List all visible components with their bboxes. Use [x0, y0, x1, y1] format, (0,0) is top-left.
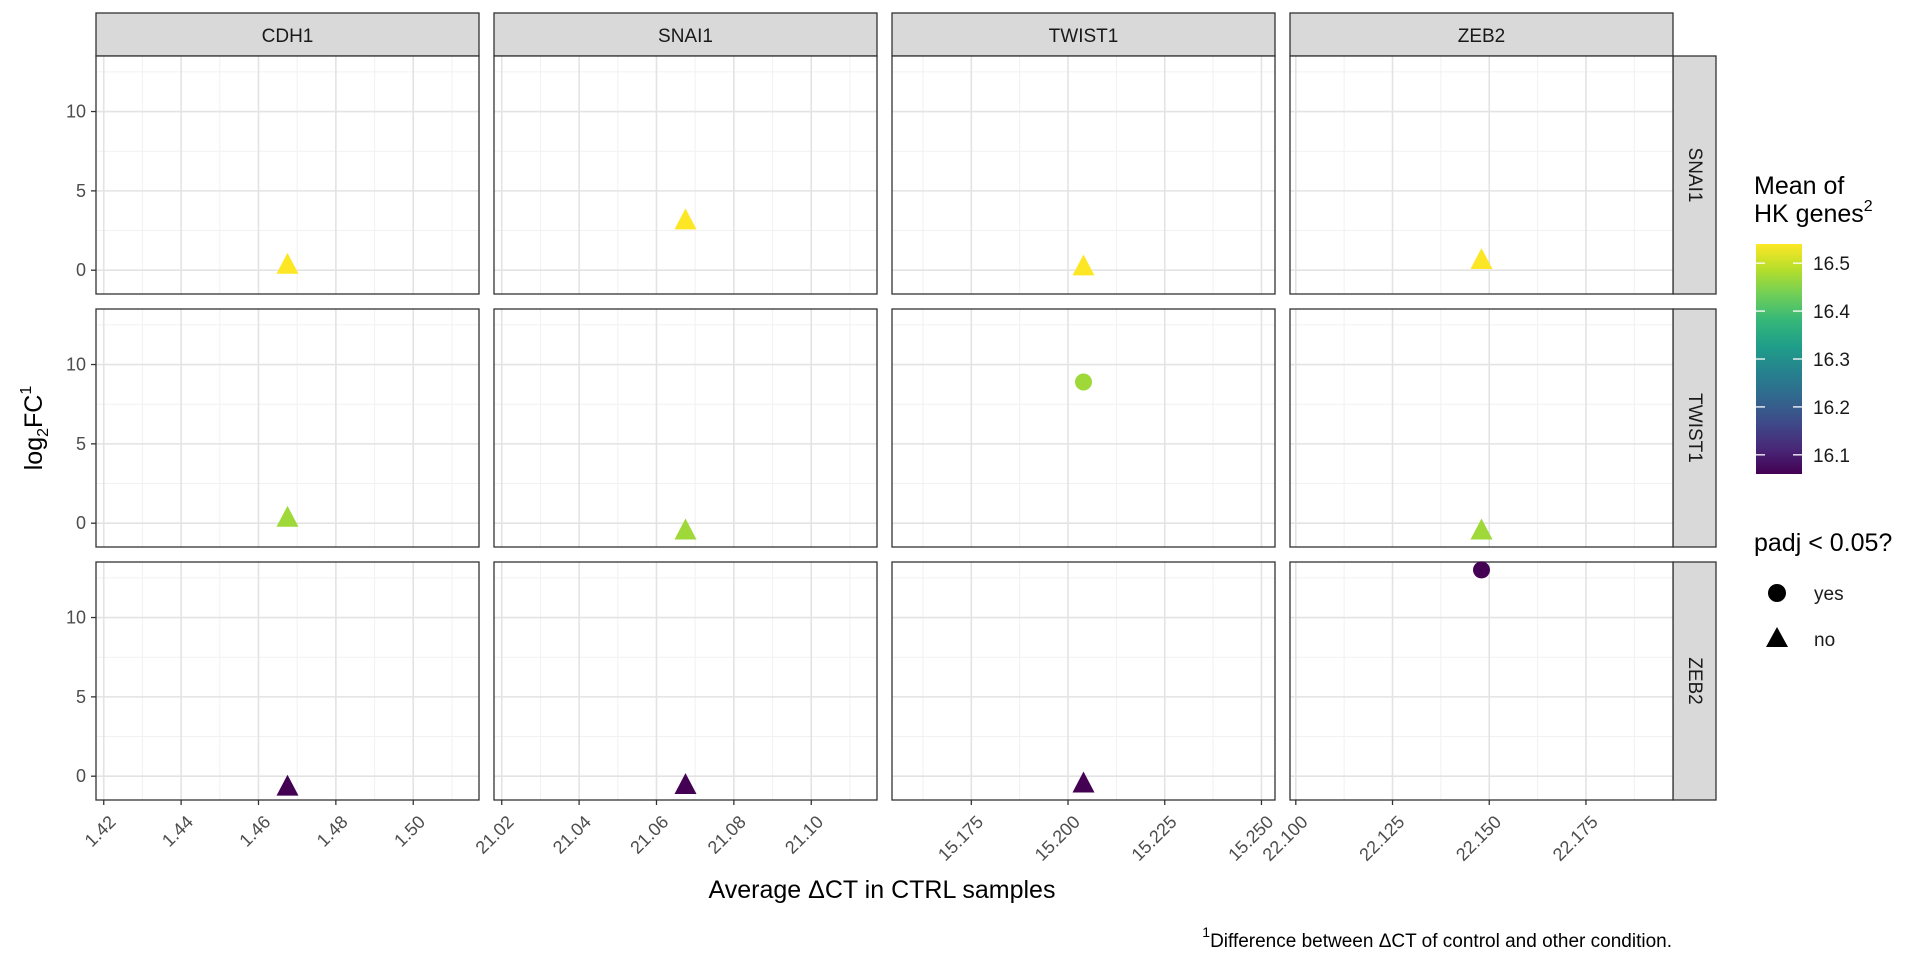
x-tick-label: 1.46 — [235, 812, 274, 851]
color-legend: Mean of HK genes2 16.1 16.2 16.3 16.4 16.5 — [1754, 172, 1873, 474]
panel-border — [493, 55, 878, 295]
y-tick-label: 0 — [76, 260, 86, 280]
x-tick-label: 15.225 — [1128, 812, 1181, 865]
y-tick-label: 10 — [66, 102, 86, 122]
x-tick-label: 22.150 — [1452, 812, 1505, 865]
colorbar-tick-label: 16.5 — [1813, 254, 1850, 275]
column-strip — [95, 12, 480, 57]
y-axis-title-fc: FC — [20, 395, 48, 428]
x-tick-label: 1.50 — [390, 812, 429, 851]
panel-border — [493, 561, 878, 801]
x-tick-label: 15.200 — [1031, 812, 1084, 865]
column-strip — [1289, 12, 1674, 57]
panel-background — [892, 562, 1275, 800]
data-point-triangle — [674, 518, 697, 540]
shape-legend-yes-label: yes — [1814, 584, 1844, 605]
color-legend-ticks: 16.1 16.2 16.3 16.4 16.5 — [1756, 254, 1850, 467]
x-tick-label: 21.06 — [626, 812, 672, 858]
column-strip-label: ZEB2 — [1458, 26, 1506, 47]
row-strip-label: TWIST1 — [1684, 393, 1705, 463]
x-tick-label: 15.175 — [934, 812, 987, 865]
color-legend-title-superscript: 2 — [1864, 198, 1873, 215]
row-strip-label: SNAI1 — [1684, 148, 1705, 203]
column-strip-label: CDH1 — [262, 26, 314, 47]
data-point-triangle — [674, 208, 697, 230]
data-point-triangle — [1072, 771, 1095, 793]
shape-legend: padj < 0.05? yes no — [1754, 529, 1892, 651]
panel-background — [892, 309, 1275, 547]
colorbar-tick-label: 16.2 — [1813, 398, 1850, 419]
colorbar-tick-label: 16.3 — [1813, 350, 1850, 371]
data-point-triangle — [674, 773, 697, 795]
data-point-triangle — [276, 774, 299, 796]
column-strip — [493, 12, 878, 57]
panel-border — [95, 55, 480, 295]
x-tick-label: 22.175 — [1549, 812, 1602, 865]
y-axis-title-subscript: 2 — [35, 428, 52, 437]
panel-border — [95, 308, 480, 548]
colorbar-tick-label: 16.1 — [1813, 446, 1850, 467]
y-tick-label: 5 — [76, 687, 86, 707]
y-tick-label: 0 — [76, 513, 86, 533]
panel-border — [493, 308, 878, 548]
x-axis-title: Average ΔCT in CTRL samples — [709, 876, 1056, 904]
x-tick-label: 21.02 — [472, 812, 518, 858]
panel-border — [891, 308, 1276, 548]
footnote-caption-superscript: 1 — [1202, 924, 1210, 940]
data-point-circle — [1473, 561, 1490, 579]
panel-background — [1290, 309, 1673, 547]
shape-legend-title: padj < 0.05? — [1754, 529, 1892, 557]
panel-border — [95, 561, 480, 801]
y-tick-label: 5 — [76, 434, 86, 454]
row-strip-label: ZEB2 — [1684, 657, 1705, 705]
data-point-triangle — [276, 252, 299, 274]
color-legend-title-text: HK genes — [1754, 200, 1864, 228]
panel-background — [96, 562, 479, 800]
column-strip — [891, 12, 1276, 57]
y-axis-title: log2FC1 — [18, 386, 52, 471]
y-tick-label: 10 — [66, 355, 86, 375]
color-legend-title-line2: HK genes2 — [1754, 198, 1873, 228]
footnote-caption: 1Difference between ΔCT of control and o… — [1202, 924, 1672, 952]
facet-grid: CDH1 SNAI1 TWIST1 ZEB2 SNAI1 TWIST1 ZEB2 0 5 10 0 5… — [66, 12, 1717, 865]
column-strip-label: SNAI1 — [658, 26, 713, 47]
panel-background — [494, 56, 877, 294]
data-point-triangle — [1072, 254, 1095, 276]
panel-background — [494, 562, 877, 800]
x-tick-label: 1.48 — [313, 812, 352, 851]
footnote-caption-text: Difference between ΔCT of control and ot… — [1210, 931, 1672, 952]
y-axis-title-log: log — [20, 437, 48, 470]
row-strip — [1672, 55, 1717, 295]
x-tick-label: 21.10 — [781, 812, 827, 858]
x-tick-label: 22.125 — [1355, 812, 1408, 865]
data-point-triangle — [1470, 518, 1493, 540]
panel-border — [891, 561, 1276, 801]
column-strip-label: TWIST1 — [1049, 26, 1119, 47]
y-tick-label: 10 — [66, 608, 86, 628]
color-legend-title-line1: Mean of — [1754, 172, 1844, 200]
row-strip — [1672, 561, 1717, 801]
panel-border — [1289, 55, 1674, 295]
panel-border — [891, 55, 1276, 295]
data-point-triangle — [276, 505, 299, 527]
x-tick-label: 1.44 — [158, 812, 197, 851]
data-point-circle — [1075, 373, 1092, 391]
x-tick-label: 1.42 — [81, 812, 120, 851]
y-tick-label: 5 — [76, 181, 86, 201]
shape-legend-no-label: no — [1814, 630, 1835, 651]
y-tick-label: 0 — [76, 766, 86, 786]
panel-background — [1290, 562, 1673, 800]
x-tick-label: 21.08 — [704, 812, 750, 858]
shape-legend-triangle-icon — [1766, 627, 1788, 647]
panel-background — [494, 309, 877, 547]
data-point-triangle — [1470, 248, 1493, 269]
panel-background — [892, 56, 1275, 294]
shape-legend-circle-icon — [1768, 584, 1786, 602]
x-tick-label: 21.04 — [549, 812, 595, 858]
panel-border — [1289, 308, 1674, 548]
colorbar-tick-label: 16.4 — [1813, 302, 1850, 323]
y-axis-title-superscript: 1 — [18, 386, 35, 395]
